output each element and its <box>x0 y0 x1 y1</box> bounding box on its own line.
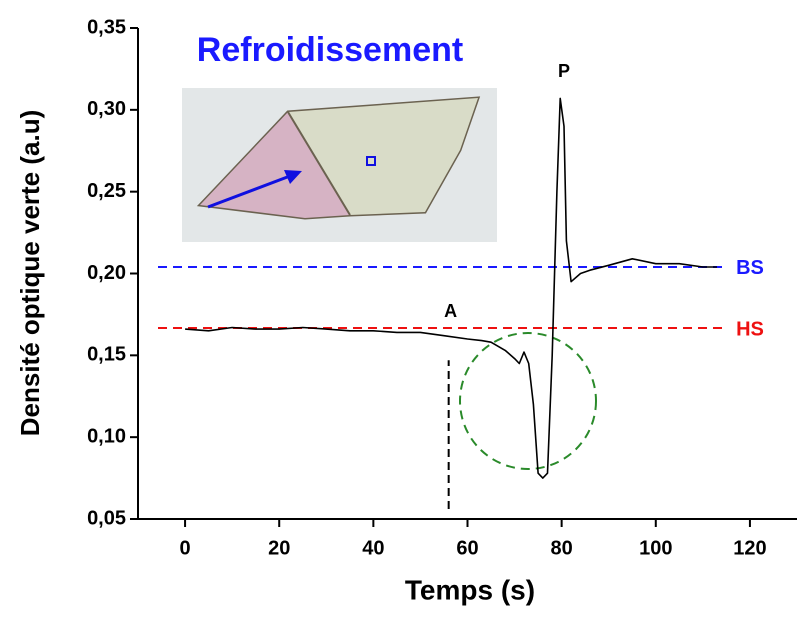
marker-label: A <box>444 301 457 321</box>
y-tick-label: 0,15 <box>87 344 126 366</box>
y-tick-label: 0,20 <box>87 262 126 284</box>
x-tick-label: 120 <box>733 537 766 559</box>
x-tick-label: 100 <box>639 537 672 559</box>
crystal-edge <box>287 111 351 216</box>
reference-label: BS <box>736 257 764 279</box>
probe-spot <box>366 156 376 166</box>
y-tick-label: 0,30 <box>87 98 126 120</box>
arrow <box>207 174 291 209</box>
y-tick-label: 0,05 <box>87 507 126 529</box>
x-tick-label: 60 <box>456 537 478 559</box>
data-line <box>185 97 717 479</box>
x-tick-label: 20 <box>268 537 290 559</box>
inset-image <box>182 88 497 242</box>
y-axis-label: Densité optique verte (a.u) <box>15 110 45 437</box>
arrow-head <box>284 170 302 184</box>
reference-label: HS <box>736 318 764 340</box>
chart-title: Refroidissement <box>197 31 463 69</box>
x-tick-label: 80 <box>551 537 573 559</box>
x-axis-label: Temps (s) <box>405 574 535 605</box>
x-tick-label: 40 <box>362 537 384 559</box>
y-tick-label: 0,25 <box>87 180 126 202</box>
y-tick-label: 0,10 <box>87 425 126 447</box>
crystal-face-pink <box>200 112 350 218</box>
crystal-face <box>288 98 478 215</box>
peak-label: P <box>558 61 570 81</box>
y-tick-label: 0,35 <box>87 16 126 38</box>
x-tick-label: 0 <box>180 537 191 559</box>
highlight-circle <box>459 332 597 470</box>
